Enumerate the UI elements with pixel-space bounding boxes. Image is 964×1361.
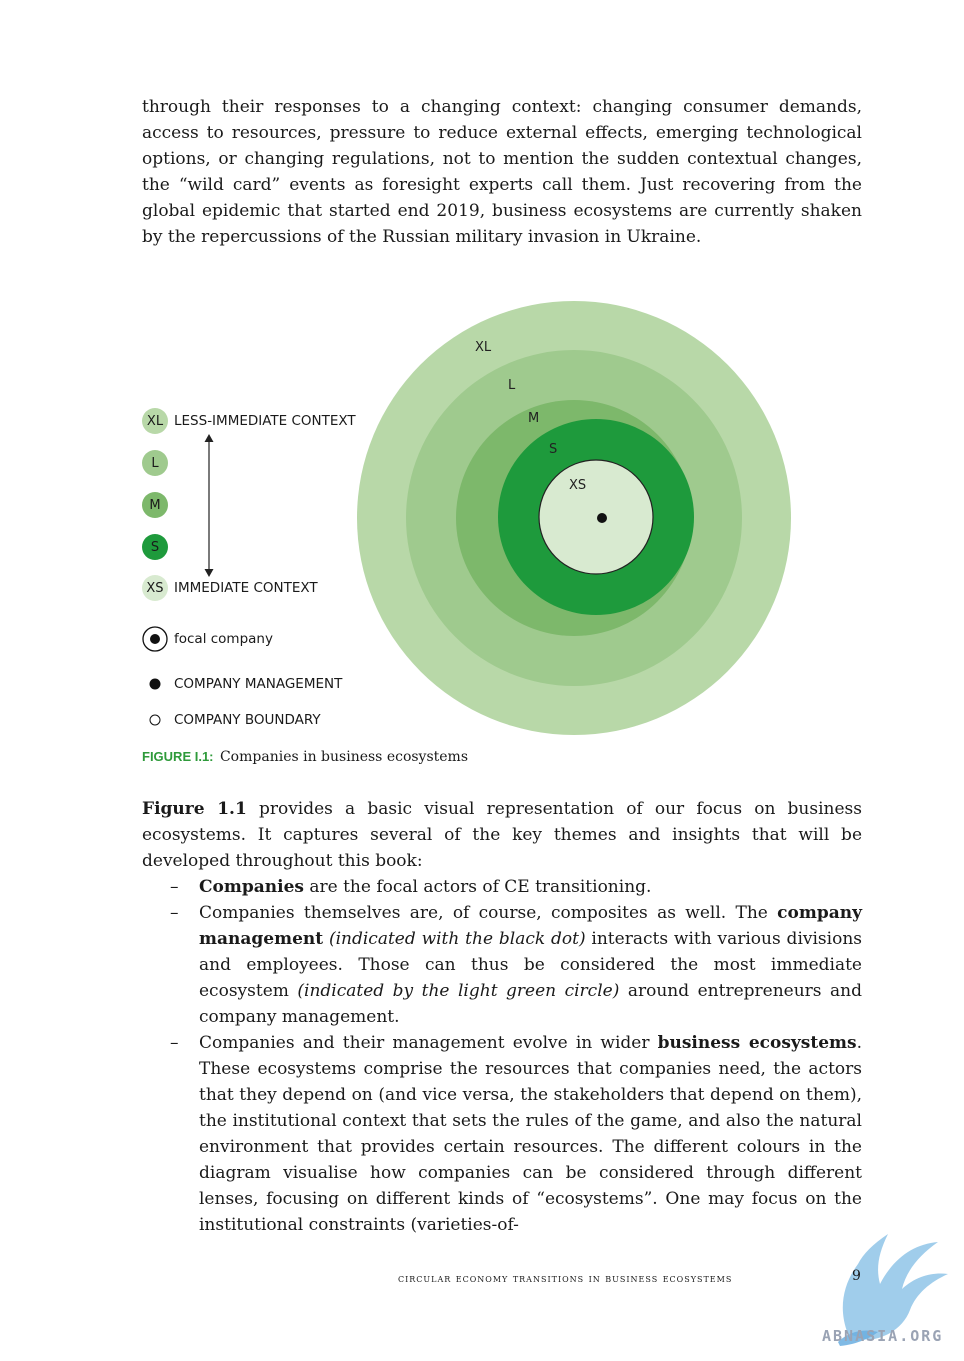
list-item-text: around entrepreneurs and company managem… — [199, 981, 862, 1027]
list-item-bold: company management — [199, 903, 862, 949]
list-item-text: Companies themselves are, of course, com… — [199, 903, 778, 923]
list-dash: – — [170, 877, 179, 897]
context-arrow-up-icon — [204, 434, 214, 442]
ring-xs — [538, 459, 654, 575]
list-dash: – — [170, 1033, 179, 1053]
company-management-dot-icon — [149, 678, 161, 690]
legend-row-xl: XL LESS-IMMEDIATE CONTEXT — [142, 408, 356, 434]
ring-label-s: S — [549, 442, 557, 457]
legend-text-less-immediate: LESS-IMMEDIATE CONTEXT — [174, 413, 356, 429]
legend-row-l: L — [142, 450, 168, 476]
figure-caption-label: FIGURE I.1: — [142, 749, 214, 764]
focal-company-icon — [142, 626, 168, 652]
figure-caption: FIGURE I.1: Companies in business ecosys… — [142, 749, 468, 765]
legend-badge-xs: XS — [142, 575, 168, 601]
ring-label-l: L — [508, 378, 516, 393]
list-dash: – — [170, 903, 179, 923]
legend-row-m: M — [142, 492, 168, 518]
figure-caption-text: Companies in business ecosystems — [219, 749, 469, 765]
list-item-text: . These ecosystems comprise the resource… — [199, 1033, 862, 1235]
legend-row-boundary: COMPANY BOUNDARY — [142, 707, 321, 733]
legend-row-focal: focal company — [142, 626, 273, 652]
context-arrow-down-icon — [204, 569, 214, 577]
list-item-text: are the focal actors of CE transitioning… — [303, 877, 652, 897]
figure-description-text: provides a basic visual representation o… — [142, 799, 862, 871]
bird-logo-icon — [838, 1234, 948, 1346]
legend-badge-s: S — [142, 534, 168, 560]
legend-text-management: COMPANY MANAGEMENT — [174, 676, 343, 692]
legend-row-xs: XS IMMEDIATE CONTEXT — [142, 575, 318, 601]
legend-badge-m: M — [142, 492, 168, 518]
list-item-bold: Companies — [199, 877, 304, 897]
ring-label-m: M — [528, 411, 539, 426]
intro-paragraph: through their responses to a changing co… — [142, 97, 862, 247]
legend-row-s: S — [142, 534, 168, 560]
focal-company-dot — [597, 513, 607, 523]
watermark-text: ABNASIA.ORG — [822, 1327, 944, 1345]
list-item: – Companies and their management evolve i… — [142, 1030, 862, 1238]
figure-description-paragraph: Figure 1.1 provides a basic visual repre… — [142, 796, 862, 874]
page-number: 9 — [852, 1268, 861, 1284]
concentric-circles-diagram: XL L M S XS — [204, 301, 791, 735]
figure-reference: Figure 1.1 — [142, 799, 247, 819]
legend-text-focal: focal company — [174, 631, 273, 647]
legend-row-management: COMPANY MANAGEMENT — [142, 671, 342, 697]
list-item-text: Companies and their management evolve in… — [199, 1033, 658, 1053]
ring-label-xl: XL — [475, 340, 492, 355]
themes-list: – Companies are the focal actors of CE tr… — [142, 874, 862, 1238]
company-boundary-circle-icon — [149, 714, 161, 726]
legend-text-boundary: COMPANY BOUNDARY — [174, 712, 321, 728]
running-footer: circular economy transitions in business… — [398, 1272, 733, 1285]
list-item: – Companies are the focal actors of CE tr… — [142, 874, 862, 900]
legend-text-immediate: IMMEDIATE CONTEXT — [174, 580, 318, 596]
list-item-bold: business ecosystems — [657, 1033, 857, 1053]
list-item-text: interacts with various divisions and emp… — [199, 929, 862, 1001]
list-item: – Companies themselves are, of course, co… — [142, 900, 862, 1030]
list-item-italic: (indicated with the black dot) — [323, 929, 586, 949]
legend-badge-l: L — [142, 450, 168, 476]
list-item-italic: (indicated by the light green circle) — [297, 981, 620, 1001]
legend-badge-xl: XL — [142, 408, 168, 434]
figure-ecosystem-diagram: XL L M S XS XL LESS-IMMEDIATE CONTEXT L … — [0, 280, 964, 750]
ring-label-xs: XS — [569, 478, 586, 493]
